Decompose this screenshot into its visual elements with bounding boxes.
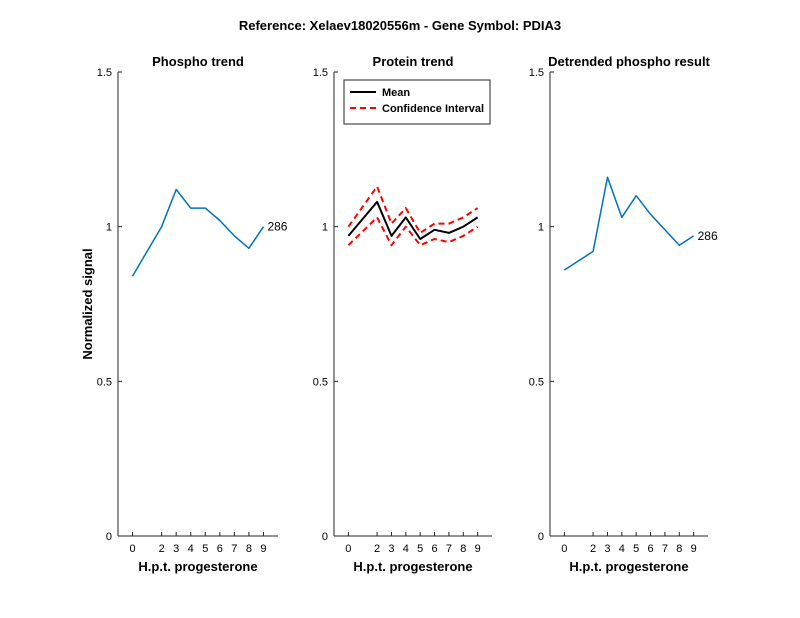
y-tick-label: 0.5	[529, 376, 544, 388]
y-tick-label: 1.5	[97, 67, 112, 79]
y-axis-label: Normalized signal	[80, 248, 95, 359]
panel-title: Protein trend	[373, 54, 454, 69]
x-tick-label: 0	[561, 543, 567, 555]
x-tick-label: 5	[417, 543, 423, 555]
x-axis-label: H.p.t. progesterone	[353, 559, 472, 574]
x-tick-label: 3	[173, 543, 179, 555]
legend-entry: Confidence Interval	[382, 103, 484, 115]
x-tick-label: 7	[446, 543, 452, 555]
x-axis-label: H.p.t. progesterone	[569, 559, 688, 574]
x-tick-label: 5	[202, 543, 208, 555]
series-line-1	[131, 188, 265, 277]
x-tick-label: 7	[662, 543, 668, 555]
x-tick-label: 9	[475, 543, 481, 555]
legend: Mean Confidence Interval	[343, 79, 491, 125]
chart-panel-1: Phospho trend 0 0.5 1 1.5 0 2 3 4 5 6 7 8 9H.p.t. pro…	[80, 54, 288, 574]
series-line-1	[347, 200, 479, 240]
x-tick-label: 8	[246, 543, 252, 555]
x-tick-label: 4	[619, 543, 625, 555]
x-axis-label: H.p.t. progesterone	[138, 559, 257, 574]
x-tick-label: 9	[260, 543, 266, 555]
y-tick-label: 1	[538, 222, 544, 234]
series-line-3	[347, 216, 479, 247]
figure-suptitle: Reference: Xelaev18020556m - Gene Symbol…	[239, 18, 561, 33]
y-tick-label: 1	[106, 222, 112, 234]
y-tick-label: 0.5	[97, 376, 112, 388]
x-tick-label: 6	[431, 543, 437, 555]
series-end-annotation: 286	[267, 220, 287, 234]
legend-box	[343, 79, 491, 125]
x-tick-label: 2	[159, 543, 165, 555]
panel-title: Detrended phospho result	[548, 54, 710, 69]
chart-panel-3: Detrended phospho result 0 0.5 1 1.5 0 2 3 4 5 6 7 8…	[529, 54, 718, 574]
x-tick-label: 6	[647, 543, 653, 555]
y-tick-label: 1.5	[529, 67, 544, 79]
x-tick-label: 4	[403, 543, 409, 555]
x-tick-label: 8	[676, 543, 682, 555]
x-tick-label: 9	[691, 543, 697, 555]
x-tick-label: 0	[129, 543, 135, 555]
panel-title: Phospho trend	[152, 54, 244, 69]
y-tick-label: 1	[322, 222, 328, 234]
legend-entry: Mean	[382, 87, 410, 99]
x-tick-label: 3	[388, 543, 394, 555]
x-tick-label: 7	[231, 543, 237, 555]
x-tick-label: 4	[188, 543, 194, 555]
x-tick-label: 2	[374, 543, 380, 555]
series-end-annotation: 286	[698, 229, 718, 243]
series-line-1	[563, 176, 695, 271]
y-tick-label: 0.5	[313, 376, 328, 388]
y-tick-label: 0	[538, 531, 544, 543]
y-tick-label: 1.5	[313, 67, 328, 79]
chart-panel-2: Protein trend 0 0.5 1 1.5 0 2 3 4 5 6 7 8 9H.p.t. pro…	[313, 54, 492, 574]
series-line-2	[347, 185, 479, 234]
x-tick-label: 3	[604, 543, 610, 555]
x-tick-label: 0	[345, 543, 351, 555]
x-tick-label: 5	[633, 543, 639, 555]
x-tick-label: 2	[590, 543, 596, 555]
x-tick-label: 8	[460, 543, 466, 555]
y-tick-label: 0	[106, 531, 112, 543]
x-tick-label: 6	[217, 543, 223, 555]
y-tick-label: 0	[322, 531, 328, 543]
